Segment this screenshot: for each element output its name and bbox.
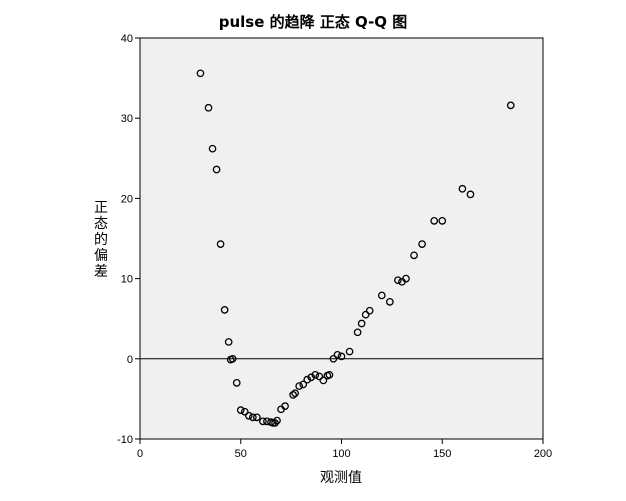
data-point: [253, 413, 261, 422]
data-point: [311, 370, 320, 379]
data-point: [329, 354, 338, 363]
data-point: [506, 101, 515, 110]
data-point: [224, 338, 233, 346]
data-point: [353, 328, 362, 337]
y-tick-label: 0: [127, 354, 133, 366]
x-tick-label: 150: [433, 448, 451, 460]
data-point: [319, 376, 328, 385]
data-point: [365, 306, 374, 315]
y-tick-label: 10: [121, 274, 133, 286]
data-point: [357, 319, 366, 328]
data-point: [259, 417, 267, 426]
y-tick-label: 40: [121, 33, 133, 45]
data-point: [291, 389, 300, 398]
data-point: [377, 291, 386, 300]
x-axis-label: 观测值: [320, 470, 362, 486]
data-point: [248, 413, 257, 422]
data-point: [196, 69, 205, 78]
data-point: [410, 251, 418, 260]
data-point: [273, 416, 281, 425]
data-point: [240, 407, 249, 416]
data-point: [220, 306, 229, 314]
data-point: [289, 391, 297, 399]
data-point: [345, 347, 354, 356]
data-point: [333, 350, 342, 359]
x-tick-label: 0: [137, 448, 143, 460]
data-point: [325, 370, 334, 379]
data-point: [208, 144, 217, 153]
x-tick-label: 200: [534, 448, 552, 460]
data-point: [281, 402, 289, 410]
data-point: [394, 276, 402, 285]
data-point: [402, 274, 410, 283]
x-tick-label: 50: [235, 448, 247, 460]
data-point: [236, 406, 245, 414]
plot-area: [139, 37, 544, 440]
chart-title: pulse 的趋降 正态 Q-Q 图: [219, 13, 408, 31]
y-tick-label: -10: [117, 434, 133, 446]
y-tick-label: 30: [121, 113, 133, 125]
data-point: [315, 372, 324, 381]
data-point: [228, 354, 237, 363]
data-point: [204, 103, 213, 112]
data-point: [299, 380, 308, 389]
data-point: [386, 298, 394, 306]
data-point: [303, 375, 312, 384]
y-axis-label: 正态的偏差: [94, 200, 108, 280]
data-point: [307, 373, 316, 382]
data-point: [430, 217, 439, 225]
data-point: [232, 379, 241, 387]
data-point: [438, 217, 447, 225]
data-point: [466, 190, 475, 199]
data-point: [244, 411, 253, 420]
y-tick-label: 20: [121, 193, 133, 205]
data-point: [361, 310, 370, 319]
data-point: [212, 165, 221, 174]
data-point: [337, 352, 346, 361]
data-point: [216, 240, 225, 248]
data-point: [295, 382, 304, 390]
x-tick-label: 100: [332, 448, 350, 460]
data-point: [458, 184, 467, 193]
data-point: [418, 240, 426, 248]
